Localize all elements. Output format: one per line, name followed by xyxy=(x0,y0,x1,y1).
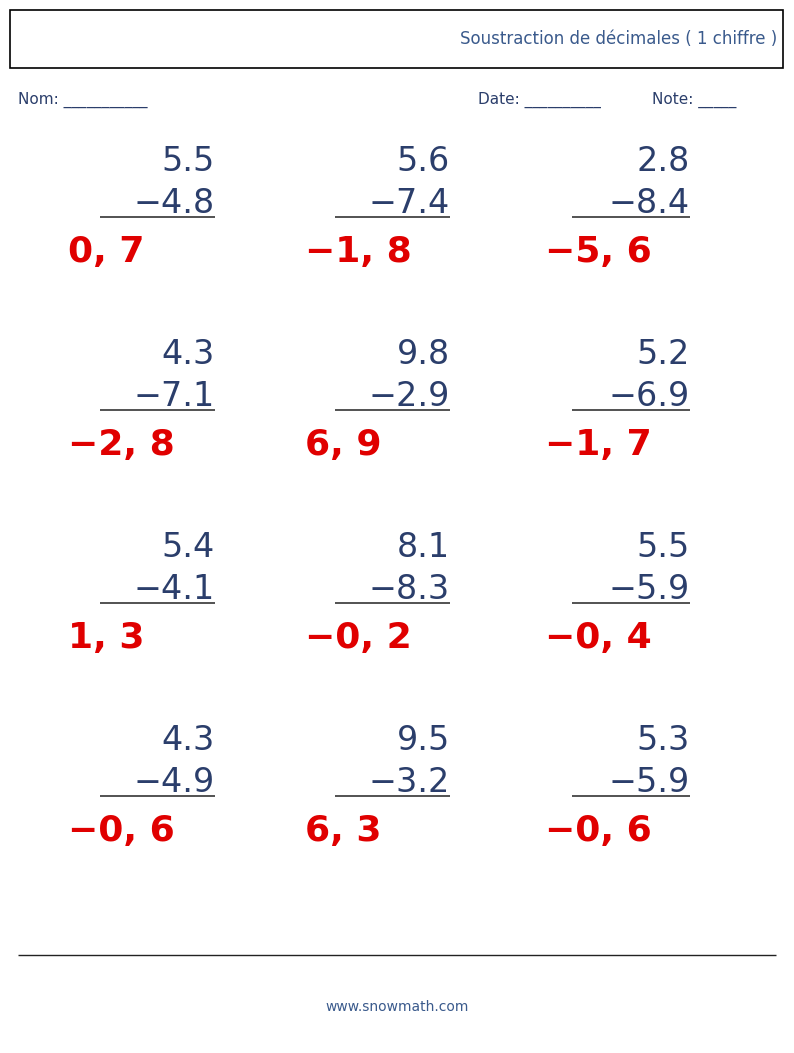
Text: −6.9: −6.9 xyxy=(609,380,690,413)
Text: −1, 7: −1, 7 xyxy=(545,428,652,462)
Text: 5.4: 5.4 xyxy=(162,531,215,564)
Text: 9.8: 9.8 xyxy=(397,338,450,371)
Text: −0, 2: −0, 2 xyxy=(305,621,412,655)
Text: 5.3: 5.3 xyxy=(637,724,690,757)
Text: 1, 3: 1, 3 xyxy=(68,621,145,655)
FancyBboxPatch shape xyxy=(10,9,783,68)
Text: −8.4: −8.4 xyxy=(609,187,690,220)
Text: −4.9: −4.9 xyxy=(133,766,215,799)
Text: −5.9: −5.9 xyxy=(609,766,690,799)
Text: −7.1: −7.1 xyxy=(133,380,215,413)
Text: 4.3: 4.3 xyxy=(162,724,215,757)
Text: 9.5: 9.5 xyxy=(397,724,450,757)
Text: −1, 8: −1, 8 xyxy=(305,235,412,269)
Text: Nom: ___________: Nom: ___________ xyxy=(18,92,148,108)
Text: −3.2: −3.2 xyxy=(368,766,450,799)
Text: 6, 3: 6, 3 xyxy=(305,814,381,848)
Text: 2.8: 2.8 xyxy=(637,145,690,178)
Text: 5.6: 5.6 xyxy=(397,145,450,178)
Text: −4.8: −4.8 xyxy=(134,187,215,220)
Text: −0, 6: −0, 6 xyxy=(68,814,175,848)
Text: www.snowmath.com: www.snowmath.com xyxy=(326,1000,468,1014)
Text: 0, 7: 0, 7 xyxy=(68,235,145,269)
Text: Soustraction de décimales ( 1 chiffre ): Soustraction de décimales ( 1 chiffre ) xyxy=(460,29,777,48)
Text: 5.5: 5.5 xyxy=(162,145,215,178)
Text: −8.3: −8.3 xyxy=(369,573,450,605)
Text: 4.3: 4.3 xyxy=(162,338,215,371)
Text: Date: __________: Date: __________ xyxy=(478,92,601,108)
Text: −4.1: −4.1 xyxy=(133,573,215,605)
Text: −2, 8: −2, 8 xyxy=(68,428,175,462)
Text: −7.4: −7.4 xyxy=(368,187,450,220)
Text: 6, 9: 6, 9 xyxy=(305,428,382,462)
Text: 8.1: 8.1 xyxy=(397,531,450,564)
Text: −0, 4: −0, 4 xyxy=(545,621,652,655)
Text: Note: _____: Note: _____ xyxy=(652,92,736,108)
Text: 5.2: 5.2 xyxy=(637,338,690,371)
Text: −0, 6: −0, 6 xyxy=(545,814,652,848)
Text: −5, 6: −5, 6 xyxy=(545,235,652,269)
Text: −5.9: −5.9 xyxy=(609,573,690,605)
Text: 5.5: 5.5 xyxy=(637,531,690,564)
Text: −2.9: −2.9 xyxy=(368,380,450,413)
